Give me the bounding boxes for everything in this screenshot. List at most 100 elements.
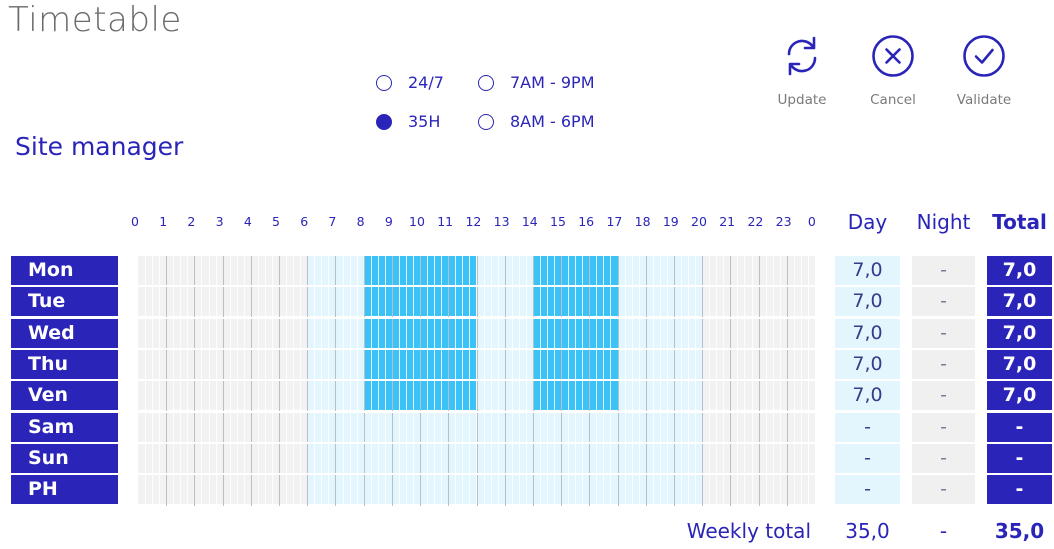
time-slot[interactable]	[138, 381, 167, 411]
time-slot[interactable]	[476, 287, 505, 317]
time-slot[interactable]	[758, 256, 787, 285]
time-slot[interactable]	[532, 318, 562, 348]
time-slot[interactable]	[561, 412, 590, 442]
time-slot[interactable]	[222, 349, 251, 379]
row-label-ven[interactable]: Ven	[11, 381, 118, 411]
time-slot[interactable]	[222, 412, 251, 442]
time-slot[interactable]	[166, 318, 195, 348]
time-slot[interactable]	[758, 381, 787, 411]
row-label-wed[interactable]: Wed	[11, 318, 118, 348]
time-slot[interactable]	[138, 443, 167, 473]
time-slot[interactable]	[420, 287, 449, 317]
radio-icon[interactable]	[478, 74, 494, 91]
time-slot[interactable]	[222, 287, 251, 317]
time-slot[interactable]	[758, 443, 787, 473]
time-slot[interactable]	[758, 318, 787, 348]
time-slot[interactable]	[589, 287, 618, 317]
time-slot[interactable]	[335, 381, 364, 411]
time-slot[interactable]	[138, 318, 167, 348]
time-slot[interactable]	[504, 475, 533, 505]
time-slot[interactable]	[138, 287, 167, 317]
time-slot[interactable]	[504, 381, 533, 411]
time-slot[interactable]	[279, 381, 308, 411]
time-slot[interactable]	[645, 381, 674, 411]
time-slot[interactable]	[702, 287, 731, 317]
cancel-button[interactable]: Cancel	[853, 34, 933, 108]
time-slot[interactable]	[363, 287, 392, 317]
radio-icon[interactable]	[478, 113, 494, 130]
time-slot[interactable]	[645, 412, 674, 442]
time-slot[interactable]	[476, 475, 505, 505]
time-slot[interactable]	[363, 381, 392, 411]
time-slot[interactable]	[589, 412, 618, 442]
time-slot[interactable]	[617, 381, 646, 411]
time-slot[interactable]	[391, 318, 421, 348]
time-slot[interactable]	[730, 475, 759, 505]
time-slot[interactable]	[448, 349, 477, 379]
time-slot[interactable]	[702, 443, 731, 473]
time-slot[interactable]	[138, 349, 167, 379]
time-slot[interactable]	[307, 412, 336, 442]
preset-7am-9pm[interactable]: 7AM - 9PM	[478, 73, 595, 92]
time-slot[interactable]	[250, 381, 280, 411]
time-slot[interactable]	[363, 443, 392, 473]
time-slot[interactable]	[279, 318, 308, 348]
time-slot[interactable]	[645, 443, 674, 473]
radio-selected-icon[interactable]	[376, 113, 392, 130]
time-slot[interactable]	[617, 349, 646, 379]
time-slot[interactable]	[532, 412, 562, 442]
time-slot[interactable]	[138, 475, 167, 505]
time-slot[interactable]	[166, 443, 195, 473]
time-slot[interactable]	[420, 318, 449, 348]
time-slot[interactable]	[335, 256, 364, 285]
timetable-grid[interactable]	[138, 256, 815, 506]
time-slot[interactable]	[335, 318, 364, 348]
time-slot[interactable]	[561, 318, 590, 348]
time-slot[interactable]	[391, 256, 421, 285]
time-slot[interactable]	[138, 412, 167, 442]
time-slot[interactable]	[138, 256, 167, 285]
time-slot[interactable]	[194, 412, 223, 442]
validate-button[interactable]: Validate	[944, 34, 1024, 108]
time-slot[interactable]	[391, 349, 421, 379]
time-slot[interactable]	[786, 318, 815, 348]
time-slot[interactable]	[363, 256, 392, 285]
time-slot[interactable]	[279, 349, 308, 379]
time-slot[interactable]	[673, 381, 703, 411]
time-slot[interactable]	[279, 443, 308, 473]
time-slot[interactable]	[561, 256, 590, 285]
time-slot[interactable]	[561, 287, 590, 317]
time-slot[interactable]	[504, 443, 533, 473]
time-slot[interactable]	[786, 256, 815, 285]
preset-8am-6pm[interactable]: 8AM - 6PM	[478, 112, 595, 131]
time-slot[interactable]	[250, 349, 280, 379]
time-slot[interactable]	[786, 412, 815, 442]
time-slot[interactable]	[673, 412, 703, 442]
time-slot[interactable]	[222, 475, 251, 505]
time-slot[interactable]	[307, 318, 336, 348]
time-slot[interactable]	[561, 349, 590, 379]
time-slot[interactable]	[448, 381, 477, 411]
time-slot[interactable]	[222, 381, 251, 411]
time-slot[interactable]	[420, 349, 449, 379]
time-slot[interactable]	[758, 412, 787, 442]
time-slot[interactable]	[589, 256, 618, 285]
time-slot[interactable]	[420, 381, 449, 411]
time-slot[interactable]	[222, 318, 251, 348]
time-slot[interactable]	[448, 318, 477, 348]
time-slot[interactable]	[363, 412, 392, 442]
time-slot[interactable]	[561, 443, 590, 473]
time-slot[interactable]	[758, 475, 787, 505]
preset-35h[interactable]: 35H	[376, 112, 440, 131]
time-slot[interactable]	[589, 443, 618, 473]
time-slot[interactable]	[702, 256, 731, 285]
time-slot[interactable]	[335, 412, 364, 442]
time-slot[interactable]	[730, 412, 759, 442]
time-slot[interactable]	[645, 287, 674, 317]
time-slot[interactable]	[391, 287, 421, 317]
time-slot[interactable]	[307, 256, 336, 285]
time-slot[interactable]	[448, 475, 477, 505]
time-slot[interactable]	[391, 412, 421, 442]
time-slot[interactable]	[307, 287, 336, 317]
time-slot[interactable]	[476, 256, 505, 285]
